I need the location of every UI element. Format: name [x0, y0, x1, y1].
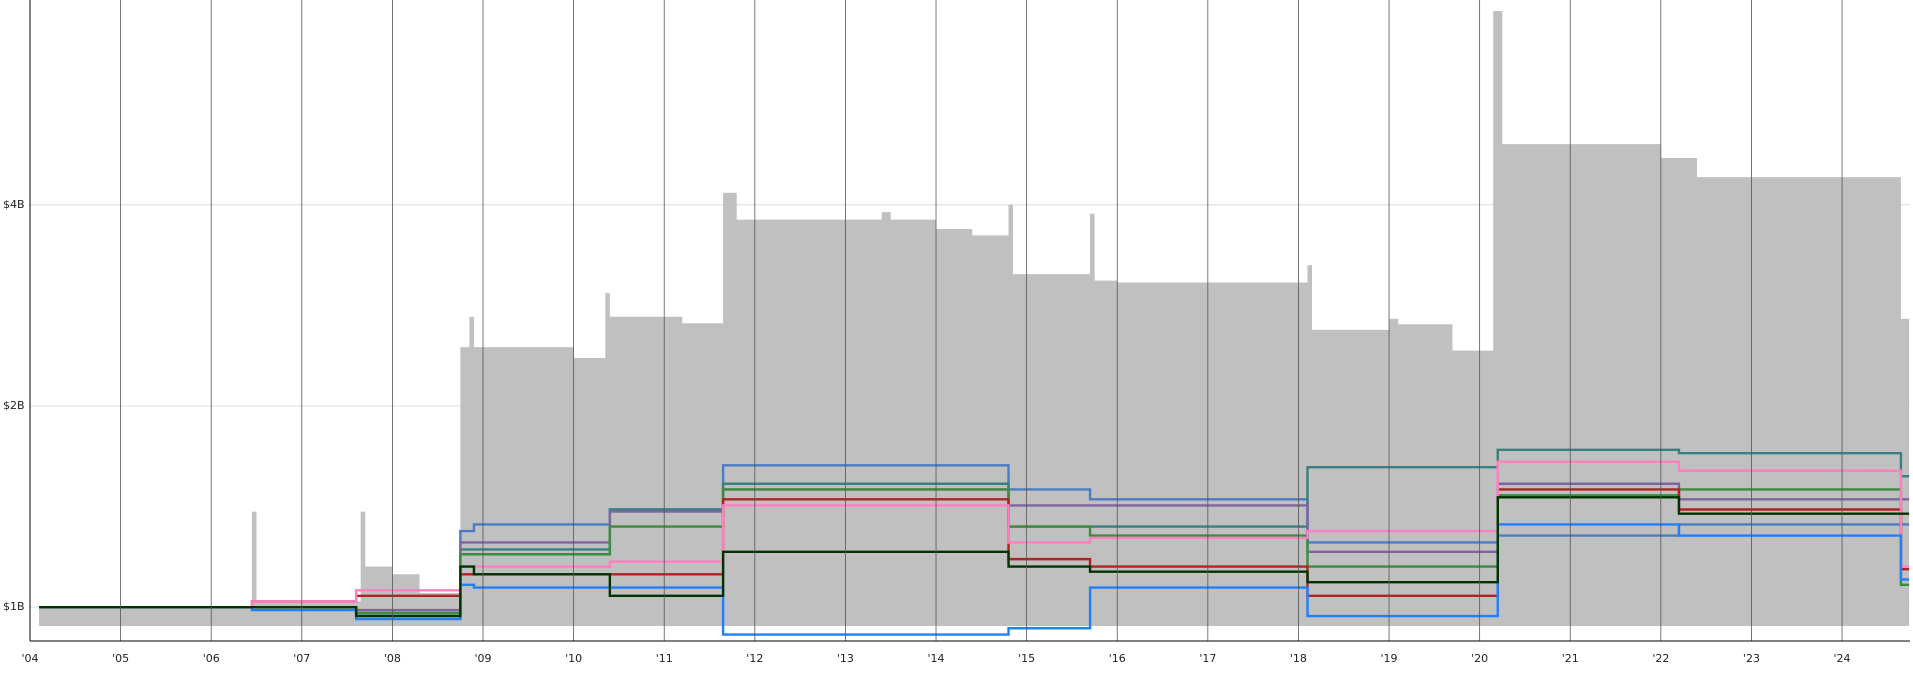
- y-tick-label: $1B: [3, 600, 25, 613]
- x-tick-label: '21: [1562, 652, 1579, 665]
- x-tick-label: '11: [656, 652, 673, 665]
- x-tick-label: '09: [474, 652, 491, 665]
- x-tick-label: '20: [1471, 652, 1488, 665]
- x-tick-label: '12: [746, 652, 763, 665]
- x-tick-label: '16: [1109, 652, 1126, 665]
- area: [39, 10, 1910, 626]
- x-tick-label: '08: [384, 652, 401, 665]
- x-tick-label: '23: [1743, 652, 1760, 665]
- x-tick-label: '10: [565, 652, 582, 665]
- step-line: [39, 460, 1910, 609]
- x-tick-label: '17: [1199, 652, 1216, 665]
- x-tick-label: '24: [1834, 652, 1851, 665]
- x-tick-label: '22: [1652, 652, 1669, 665]
- x-tick-label: '07: [293, 652, 310, 665]
- x-tick-label: '04: [21, 652, 38, 665]
- x-tick-label: '15: [1018, 652, 1035, 665]
- x-tick-label: '14: [928, 652, 945, 665]
- x-tick-label: '06: [203, 652, 220, 665]
- step-line: [39, 523, 1910, 636]
- y-tick-label: $2B: [3, 399, 25, 412]
- x-tick-label: '18: [1290, 652, 1307, 665]
- x-tick-label: '05: [112, 652, 129, 665]
- x-tick-label: '19: [1381, 652, 1398, 665]
- y-tick-label: $4B: [3, 198, 25, 211]
- step-line: [39, 496, 1910, 618]
- x-tick-label: '13: [837, 652, 854, 665]
